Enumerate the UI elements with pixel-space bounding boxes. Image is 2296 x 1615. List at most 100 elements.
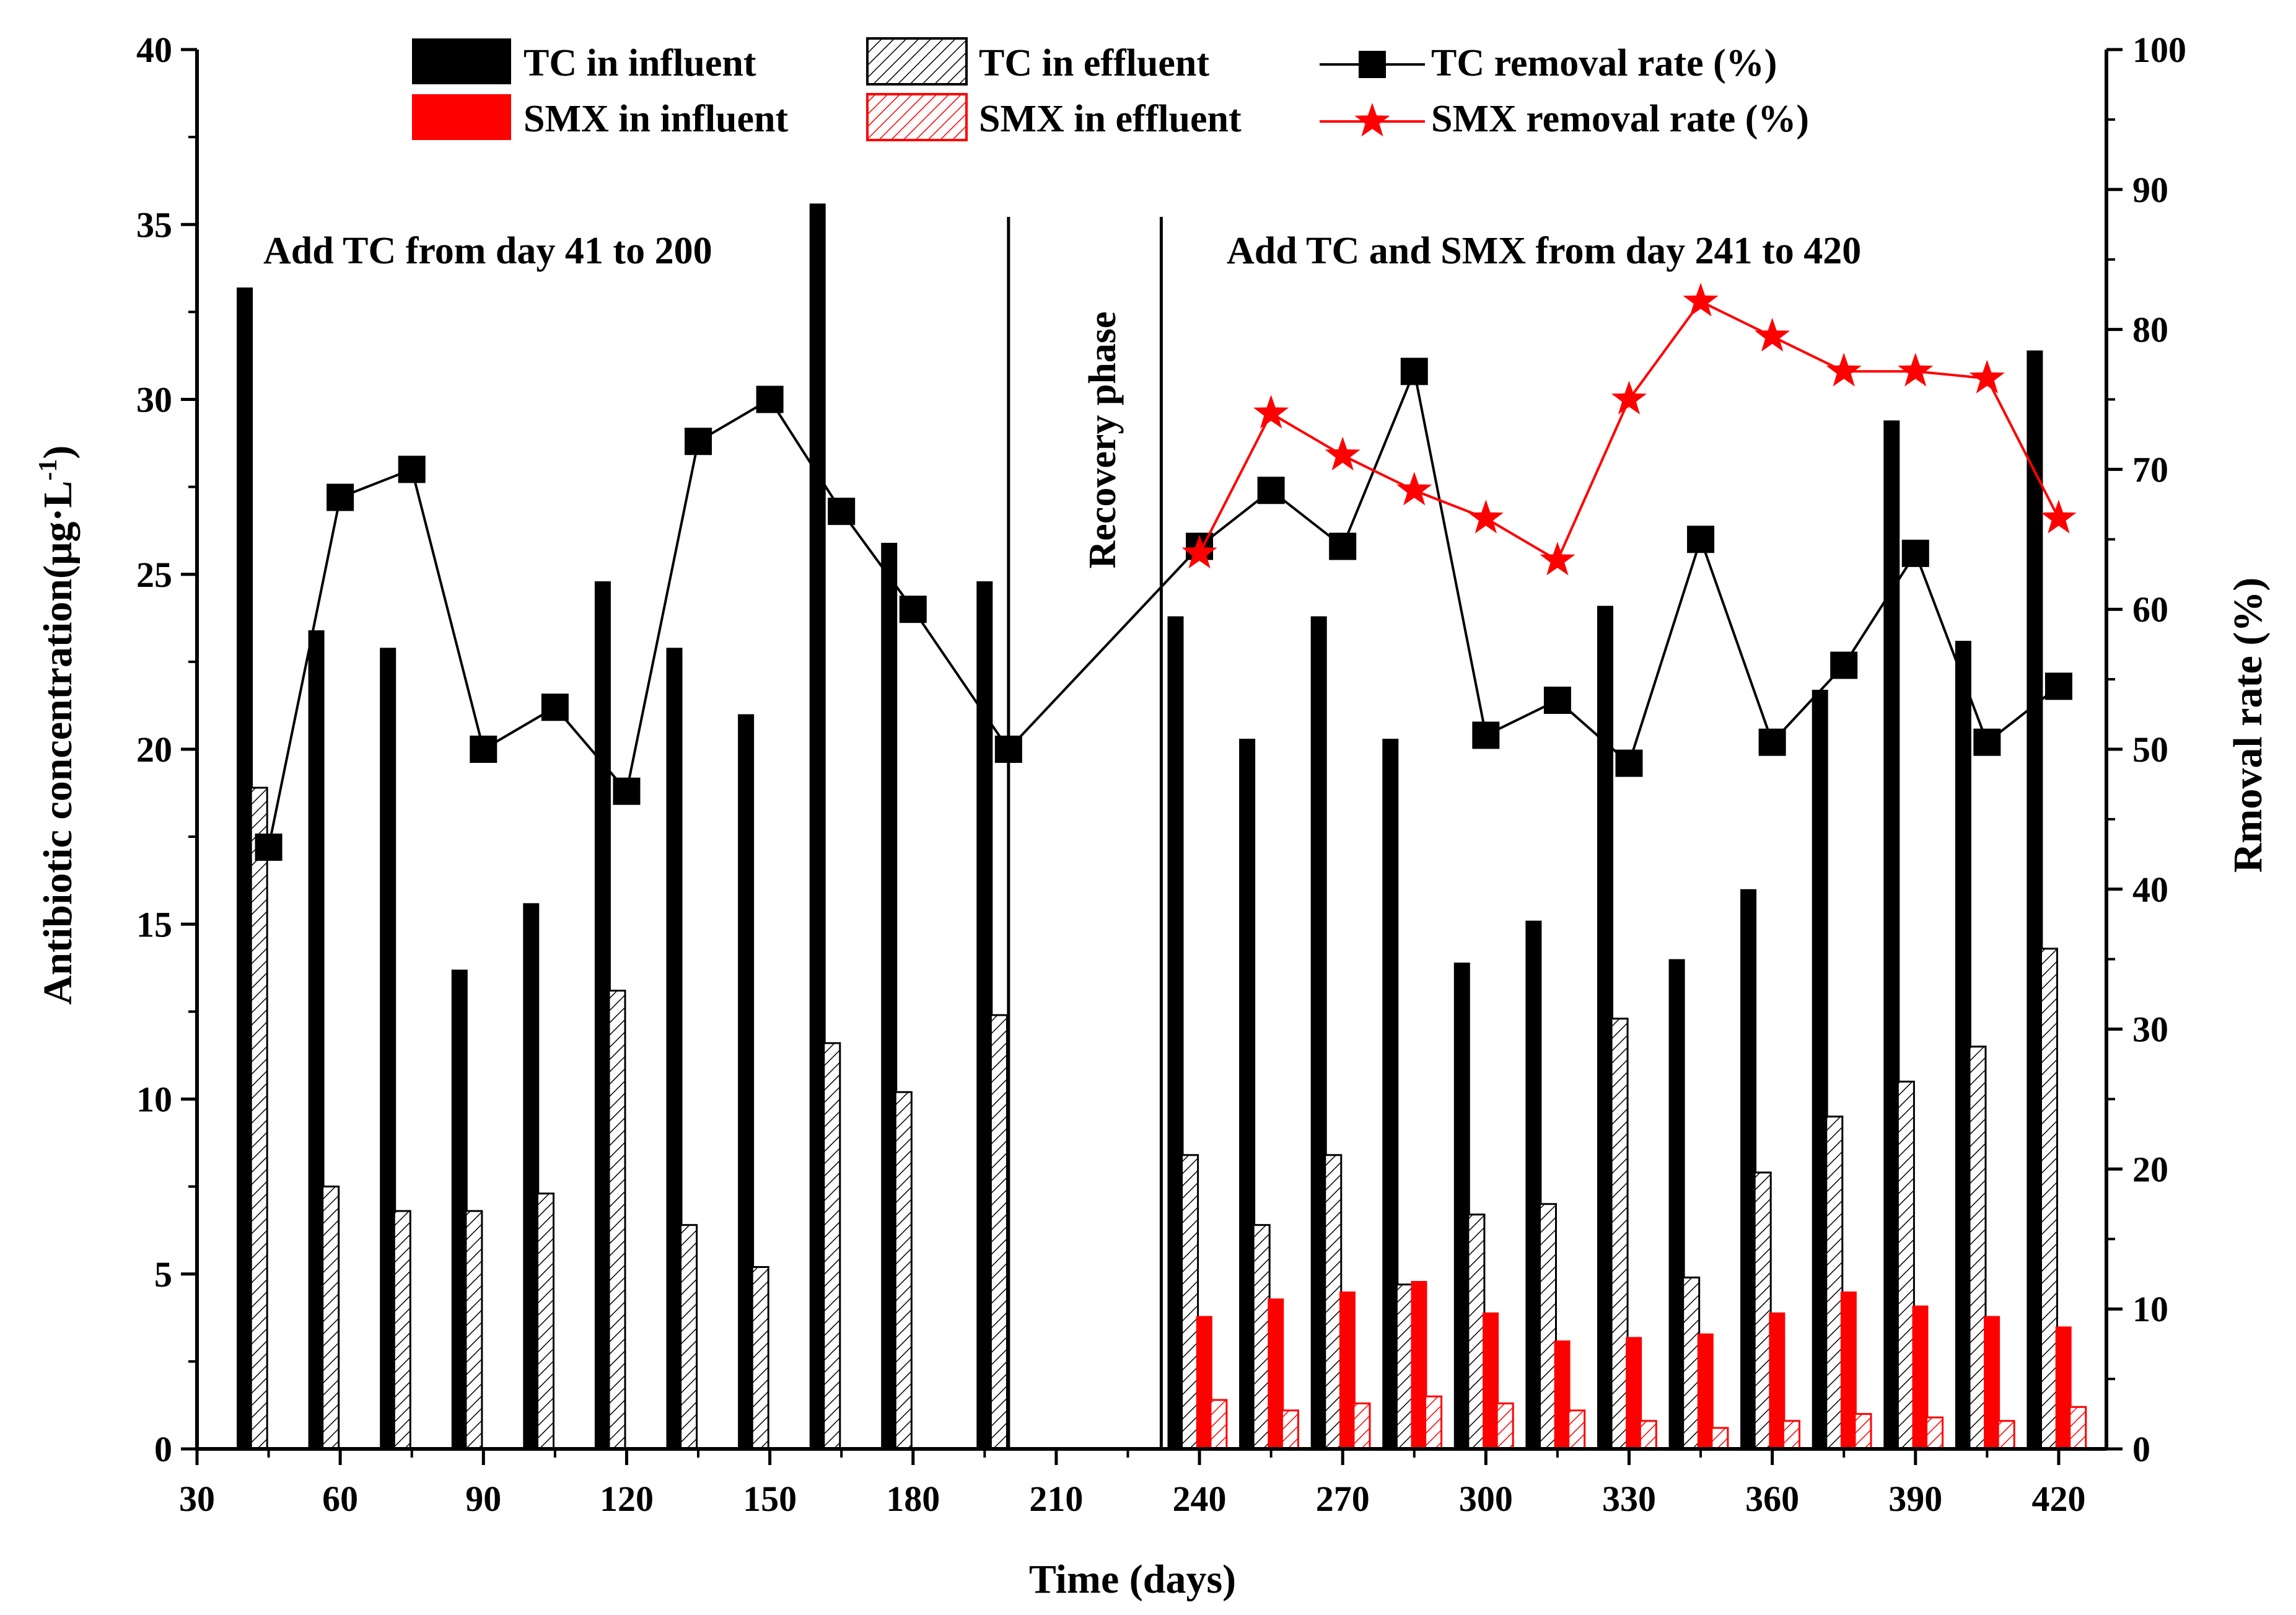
y-axis-left-label-sup: -1: [34, 459, 63, 481]
bar-tc-in-effluent: [680, 1224, 698, 1450]
bar-tc-in-effluent: [608, 990, 626, 1450]
point-smx-removal-rate: [1826, 353, 1862, 387]
y-right-tick-label: 30: [2132, 1010, 2168, 1050]
bar-smx-in-effluent: [1639, 1420, 1657, 1450]
point-tc-removal-rate: [326, 483, 354, 511]
point-tc-removal-rate: [541, 693, 569, 721]
point-smx-removal-rate: [1468, 499, 1504, 534]
bar-tc-in-effluent: [1682, 1276, 1701, 1450]
bar-tc-in-effluent: [2040, 948, 2058, 1450]
point-tc-removal-rate: [828, 498, 856, 526]
bar-tc-in-effluent: [393, 1210, 411, 1450]
bar-smx-in-effluent: [1711, 1427, 1729, 1450]
bar-smx-in-effluent: [1352, 1402, 1371, 1450]
x-tick-label: 420: [2031, 1479, 2085, 1519]
bar-tc-in-effluent: [1467, 1213, 1486, 1450]
bar-tc-in-effluent: [1610, 1018, 1629, 1450]
bar-smx-in-effluent: [1281, 1409, 1299, 1450]
legend-label-tc-removal: TC removal rate (%): [1431, 42, 1777, 84]
line-smx-removal-rate: [1198, 299, 2060, 563]
point-tc-removal-rate: [1758, 728, 1786, 756]
point-tc-removal-rate: [1901, 539, 1929, 567]
legend-swatch-smx-influent: [412, 94, 511, 140]
bar-tc-in-influent: [523, 903, 540, 1449]
x-tick-label: 300: [1459, 1479, 1513, 1519]
bar-tc-in-effluent: [537, 1192, 554, 1450]
bar-smx-in-effluent: [1854, 1413, 1872, 1450]
bar-smx-in-effluent: [1782, 1420, 1800, 1450]
x-tick-label: 180: [886, 1479, 940, 1519]
y-right-tick-label: 0: [2132, 1429, 2150, 1469]
bar-tc-in-effluent: [1252, 1224, 1271, 1450]
y-left-tick-label: 20: [136, 729, 172, 770]
point-smx-removal-rate: [1325, 436, 1361, 471]
legend-item-smx-effluent: SMX in effluent: [866, 93, 1242, 141]
y-axis-left-label-close: ): [35, 446, 81, 459]
y-left-tick-label: 15: [136, 904, 172, 944]
point-tc-removal-rate: [994, 736, 1022, 763]
bar-tc-in-effluent: [989, 1014, 1008, 1450]
point-tc-removal-rate: [1615, 749, 1643, 777]
legend-label-tc-effluent: TC in effluent: [979, 42, 1209, 84]
point-smx-removal-rate: [2041, 499, 2077, 534]
point-tc-removal-rate: [1329, 532, 1357, 560]
bar-tc-in-effluent: [1539, 1203, 1557, 1450]
x-tick-label: 30: [179, 1479, 215, 1519]
legend-item-tc-removal: TC removal rate (%): [1320, 42, 1777, 84]
bar-tc-in-effluent: [465, 1210, 483, 1450]
x-axis-label: Time (days): [1029, 1557, 1236, 1602]
y-left-tick-label: 25: [136, 555, 172, 595]
bars-layer: [237, 203, 2087, 1450]
bar-tc-in-effluent: [1968, 1045, 1987, 1450]
point-smx-removal-rate: [1683, 283, 1719, 317]
point-smx-removal-rate: [1755, 317, 1790, 352]
bar-tc-in-effluent: [1896, 1080, 1915, 1450]
bar-tc-in-effluent: [1753, 1171, 1772, 1450]
point-tc-removal-rate: [1973, 728, 2001, 756]
bar-tc-in-effluent: [894, 1091, 913, 1450]
y-right-tick-label: 70: [2132, 449, 2168, 490]
y-right-tick-label: 90: [2132, 170, 2168, 210]
bar-tc-in-effluent: [322, 1186, 340, 1450]
x-tick-label: 90: [465, 1479, 501, 1519]
bar-tc-in-effluent: [1395, 1283, 1414, 1450]
point-smx-removal-rate: [1898, 353, 1934, 387]
legend-swatch-tc-influent: [412, 38, 511, 84]
y-right-tick-label: 50: [2132, 729, 2168, 770]
point-tc-removal-rate: [1687, 526, 1715, 553]
point-tc-removal-rate: [685, 428, 712, 455]
legend-swatch-tc-effluent: [866, 37, 968, 86]
point-tc-removal-rate: [470, 736, 497, 763]
x-tick-label: 120: [600, 1479, 654, 1519]
bar-smx-in-effluent: [1209, 1399, 1228, 1450]
y-axis-left-label: Antibiotic concentration(μg·L-1): [34, 446, 81, 1005]
x-tick-label: 60: [322, 1479, 358, 1519]
bar-tc-in-effluent: [751, 1266, 769, 1450]
point-smx-removal-rate: [1253, 395, 1289, 429]
y-left-tick-label: 35: [136, 205, 172, 245]
y-left-tick-label: 40: [136, 30, 172, 70]
axes: 30 60 90 120 150 180 210 240 270 300 330 360 390 4200…: [136, 30, 2186, 1519]
point-tc-removal-rate: [756, 385, 784, 413]
legend-marker-smx-removal: [1354, 103, 1390, 137]
bar-smx-in-effluent: [1926, 1416, 1944, 1450]
point-tc-removal-rate: [1400, 358, 1428, 385]
legend: TC in influent SMX in influent TC in eff…: [412, 37, 1809, 141]
y-left-tick-label: 5: [154, 1254, 172, 1295]
phase-dividers: [1007, 217, 1163, 1449]
y-left-tick-label: 30: [136, 380, 172, 420]
point-smx-removal-rate: [1396, 472, 1432, 506]
point-smx-removal-rate: [1969, 359, 2005, 394]
annotation-phase2: Add TC and SMX from day 241 to 420: [1227, 230, 1861, 272]
y-right-tick-label: 80: [2132, 310, 2168, 350]
bar-smx-in-effluent: [1997, 1420, 2015, 1450]
y-right-tick-label: 60: [2132, 589, 2168, 630]
x-tick-label: 210: [1029, 1479, 1083, 1519]
point-tc-removal-rate: [1830, 651, 1858, 679]
x-tick-label: 240: [1173, 1479, 1227, 1519]
bar-tc-in-effluent: [250, 786, 268, 1450]
bar-tc-in-effluent: [823, 1042, 841, 1450]
bar-smx-in-effluent: [1424, 1395, 1443, 1450]
line-tc-removal-rate: [267, 367, 2060, 848]
y-right-tick-label: 10: [2132, 1289, 2168, 1329]
